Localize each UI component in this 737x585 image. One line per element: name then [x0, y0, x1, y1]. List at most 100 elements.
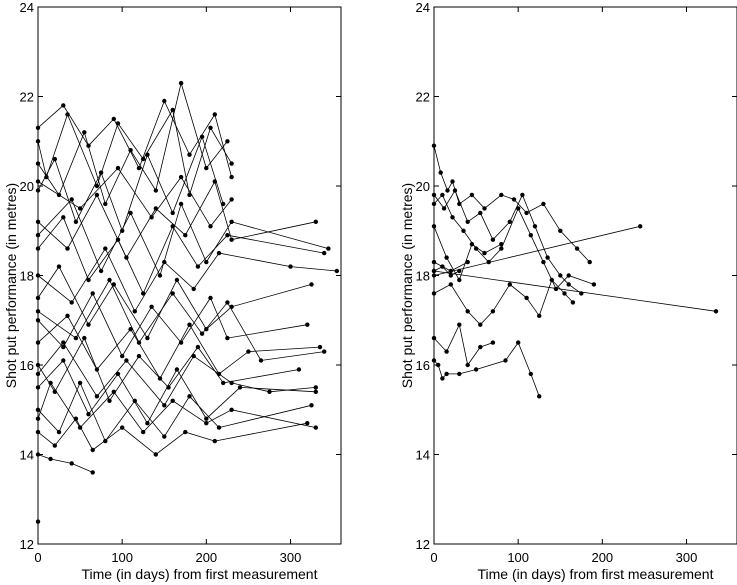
x-tick-label: 0	[34, 550, 41, 565]
measurement-point	[221, 201, 226, 207]
measurement-point	[107, 398, 112, 403]
measurement-point	[44, 174, 49, 180]
measurement-point	[35, 429, 41, 435]
measurement-point	[208, 224, 213, 229]
measurement-point	[195, 344, 201, 350]
measurement-point	[35, 219, 41, 224]
measurement-point	[86, 322, 91, 327]
athlete-trajectory-line	[37, 382, 316, 433]
measurement-point	[431, 358, 437, 363]
measurement-point	[445, 188, 450, 193]
measurement-point	[73, 219, 79, 224]
y-tick-label: 16	[20, 358, 34, 373]
measurement-point	[153, 188, 158, 193]
measurement-point	[187, 394, 192, 399]
measurement-point	[440, 192, 445, 198]
y-tick-label: 22	[416, 90, 430, 105]
measurement-point	[204, 416, 209, 421]
measurement-point	[199, 331, 205, 336]
x-tick-label: 200	[591, 550, 613, 565]
measurement-point	[65, 246, 70, 251]
measurement-point	[229, 407, 234, 412]
measurement-point	[431, 143, 437, 148]
measurement-point	[204, 165, 209, 171]
measurement-point	[334, 268, 339, 274]
measurement-point	[35, 318, 41, 323]
measurement-point	[431, 273, 437, 278]
x-axis-label: Time (in days) from first measurement	[82, 566, 318, 582]
measurement-point	[145, 421, 150, 426]
measurement-point	[35, 188, 41, 193]
measurement-point	[229, 161, 234, 166]
measurement-point	[35, 519, 41, 524]
measurement-point	[94, 183, 100, 189]
measurement-point	[153, 452, 158, 457]
measurement-point	[212, 438, 217, 444]
measurement-point	[465, 259, 470, 265]
measurement-point	[558, 228, 563, 233]
measurement-point	[178, 201, 184, 207]
measurement-point	[499, 242, 504, 247]
measurement-point	[35, 295, 41, 301]
measurement-point	[141, 291, 146, 296]
measurement-point	[35, 362, 41, 368]
measurement-point	[35, 125, 41, 130]
measurement-point	[450, 179, 455, 184]
measurement-point	[570, 300, 576, 305]
measurement-point	[225, 335, 230, 341]
y-tick-label: 12	[416, 537, 430, 552]
athlete-trajectory-line	[433, 189, 582, 294]
measurement-point	[98, 268, 104, 274]
measurement-point	[499, 246, 504, 251]
measurement-point	[136, 165, 142, 171]
measurement-point	[187, 322, 192, 327]
athlete-trajectory-line	[433, 225, 641, 276]
measurement-point	[170, 107, 175, 113]
measurement-point	[221, 380, 226, 386]
measurement-point	[56, 429, 62, 435]
athlete-trajectory-line	[433, 341, 540, 397]
measurement-point	[35, 139, 41, 144]
measurement-point	[225, 139, 230, 144]
measurement-point	[111, 389, 117, 394]
measurement-point	[103, 201, 108, 207]
measurement-point	[35, 233, 41, 238]
measurement-point	[448, 282, 453, 287]
measurement-point	[237, 385, 243, 390]
measurement-point	[56, 264, 62, 269]
measurement-point	[524, 210, 529, 216]
athlete-trajectory-line	[433, 270, 717, 312]
measurement-point	[103, 246, 108, 251]
measurement-point	[216, 425, 222, 430]
athlete-trajectory-line	[37, 417, 308, 456]
measurement-point	[258, 358, 264, 363]
measurement-point	[35, 309, 41, 314]
measurement-point	[82, 130, 87, 135]
athlete-trajectory-line	[433, 226, 502, 281]
measurement-point	[537, 394, 542, 399]
measurement-point	[520, 192, 525, 198]
measurement-point	[450, 215, 455, 220]
measurement-point	[61, 358, 66, 363]
measurement-point	[457, 268, 462, 274]
measurement-point	[132, 309, 137, 314]
measurement-point	[77, 206, 83, 211]
measurement-point	[120, 425, 125, 430]
measurement-point	[541, 259, 546, 265]
measurement-point	[204, 421, 209, 426]
athlete-trajectory-line	[37, 108, 232, 196]
measurement-point	[267, 389, 272, 394]
measurement-point	[69, 300, 74, 305]
measurement-point	[35, 407, 41, 412]
measurement-point	[444, 255, 449, 260]
measurement-point	[35, 246, 41, 251]
measurement-point	[35, 385, 41, 390]
measurement-point	[309, 403, 314, 408]
measurement-point	[313, 385, 318, 390]
measurement-point	[309, 282, 314, 287]
measurement-point	[452, 188, 458, 193]
y-tick-label: 16	[416, 358, 430, 373]
y-tick-label: 18	[416, 269, 430, 284]
